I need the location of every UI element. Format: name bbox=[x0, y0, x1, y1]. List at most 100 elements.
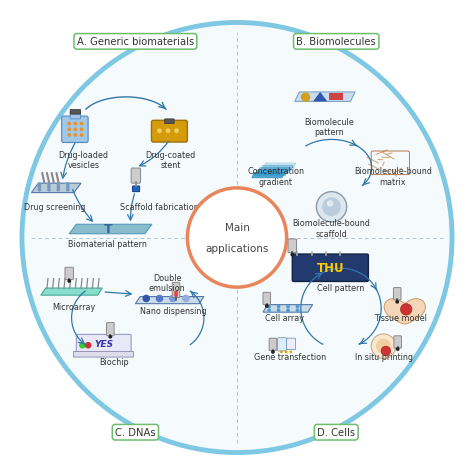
FancyBboxPatch shape bbox=[288, 239, 297, 253]
FancyBboxPatch shape bbox=[174, 291, 178, 297]
FancyBboxPatch shape bbox=[278, 338, 287, 351]
Circle shape bbox=[73, 128, 77, 132]
Text: Drug-loaded
vesicles: Drug-loaded vesicles bbox=[58, 150, 109, 170]
Text: applications: applications bbox=[205, 243, 269, 253]
Circle shape bbox=[296, 305, 300, 309]
Circle shape bbox=[401, 304, 412, 315]
Circle shape bbox=[80, 128, 83, 132]
Circle shape bbox=[73, 134, 77, 138]
Text: Microarray: Microarray bbox=[52, 302, 96, 311]
Circle shape bbox=[286, 309, 290, 313]
Circle shape bbox=[296, 309, 300, 313]
Circle shape bbox=[277, 309, 281, 313]
FancyBboxPatch shape bbox=[292, 255, 368, 282]
Circle shape bbox=[66, 188, 70, 192]
Polygon shape bbox=[31, 184, 81, 193]
Polygon shape bbox=[313, 93, 327, 102]
FancyBboxPatch shape bbox=[263, 293, 271, 305]
Circle shape bbox=[157, 129, 162, 134]
Circle shape bbox=[371, 334, 396, 359]
Circle shape bbox=[277, 305, 281, 309]
Text: B. Biomolecules: B. Biomolecules bbox=[296, 37, 376, 47]
FancyBboxPatch shape bbox=[131, 169, 141, 184]
Circle shape bbox=[143, 295, 150, 303]
Polygon shape bbox=[263, 163, 296, 169]
Circle shape bbox=[322, 198, 341, 217]
Circle shape bbox=[80, 122, 83, 126]
Circle shape bbox=[317, 192, 346, 222]
Polygon shape bbox=[41, 288, 102, 296]
Text: Drug-coated
stent: Drug-coated stent bbox=[146, 150, 196, 170]
Circle shape bbox=[156, 295, 163, 303]
Circle shape bbox=[381, 347, 391, 356]
Circle shape bbox=[291, 253, 294, 257]
Text: C. DNAs: C. DNAs bbox=[115, 427, 155, 437]
Circle shape bbox=[267, 305, 271, 309]
FancyBboxPatch shape bbox=[70, 110, 81, 115]
Circle shape bbox=[47, 183, 51, 187]
Text: D. Cells: D. Cells bbox=[317, 427, 356, 437]
Circle shape bbox=[85, 342, 91, 349]
Text: Biomaterial pattern: Biomaterial pattern bbox=[68, 239, 146, 248]
Circle shape bbox=[37, 188, 41, 192]
Circle shape bbox=[73, 122, 77, 126]
Text: Tissue model: Tissue model bbox=[374, 314, 427, 323]
Circle shape bbox=[280, 351, 283, 354]
Circle shape bbox=[66, 186, 70, 189]
Polygon shape bbox=[263, 305, 313, 313]
Circle shape bbox=[301, 93, 310, 103]
Text: Double
emulsion: Double emulsion bbox=[149, 273, 185, 292]
Circle shape bbox=[67, 134, 71, 138]
FancyBboxPatch shape bbox=[394, 336, 401, 348]
Text: Biomolecule
pattern: Biomolecule pattern bbox=[304, 118, 354, 137]
Polygon shape bbox=[255, 170, 288, 176]
Polygon shape bbox=[252, 173, 285, 178]
FancyBboxPatch shape bbox=[164, 119, 174, 124]
Circle shape bbox=[187, 188, 287, 288]
Circle shape bbox=[395, 300, 399, 304]
Circle shape bbox=[169, 295, 176, 303]
Polygon shape bbox=[69, 225, 152, 234]
Circle shape bbox=[109, 335, 112, 339]
Text: Main: Main bbox=[225, 223, 249, 233]
Circle shape bbox=[174, 129, 179, 134]
Circle shape bbox=[67, 279, 71, 283]
Circle shape bbox=[22, 23, 452, 453]
Circle shape bbox=[47, 188, 51, 192]
FancyBboxPatch shape bbox=[152, 121, 187, 143]
FancyBboxPatch shape bbox=[287, 338, 296, 350]
Text: Biomolecule-bound
scaffold: Biomolecule-bound scaffold bbox=[292, 219, 371, 238]
Polygon shape bbox=[295, 93, 355, 102]
FancyBboxPatch shape bbox=[65, 268, 73, 280]
Circle shape bbox=[271, 350, 275, 354]
FancyBboxPatch shape bbox=[76, 335, 131, 355]
Polygon shape bbox=[136, 297, 204, 304]
Text: Drug screening: Drug screening bbox=[24, 203, 86, 212]
Polygon shape bbox=[257, 168, 291, 174]
Circle shape bbox=[376, 339, 391, 354]
Text: THU: THU bbox=[317, 262, 345, 275]
FancyBboxPatch shape bbox=[73, 352, 134, 357]
Text: Cell pattern: Cell pattern bbox=[318, 283, 365, 292]
Circle shape bbox=[56, 188, 60, 192]
Circle shape bbox=[267, 309, 271, 313]
Text: A. Generic biomaterials: A. Generic biomaterials bbox=[77, 37, 194, 47]
FancyBboxPatch shape bbox=[329, 94, 343, 101]
Text: In situ printing: In situ printing bbox=[355, 352, 412, 361]
Circle shape bbox=[67, 122, 71, 126]
FancyBboxPatch shape bbox=[133, 187, 140, 192]
Text: Biochip: Biochip bbox=[100, 357, 129, 366]
FancyBboxPatch shape bbox=[393, 288, 401, 300]
Circle shape bbox=[396, 347, 400, 351]
Text: Gene transfection: Gene transfection bbox=[254, 352, 326, 361]
Circle shape bbox=[79, 342, 86, 349]
Text: Cell array: Cell array bbox=[265, 314, 304, 323]
Circle shape bbox=[80, 134, 83, 138]
FancyBboxPatch shape bbox=[269, 338, 277, 351]
Text: YES: YES bbox=[94, 339, 113, 348]
Circle shape bbox=[37, 183, 41, 187]
Circle shape bbox=[47, 186, 51, 189]
Circle shape bbox=[182, 295, 190, 303]
FancyBboxPatch shape bbox=[62, 117, 88, 143]
Text: Biomolecule-bound
matrix: Biomolecule-bound matrix bbox=[354, 167, 432, 187]
